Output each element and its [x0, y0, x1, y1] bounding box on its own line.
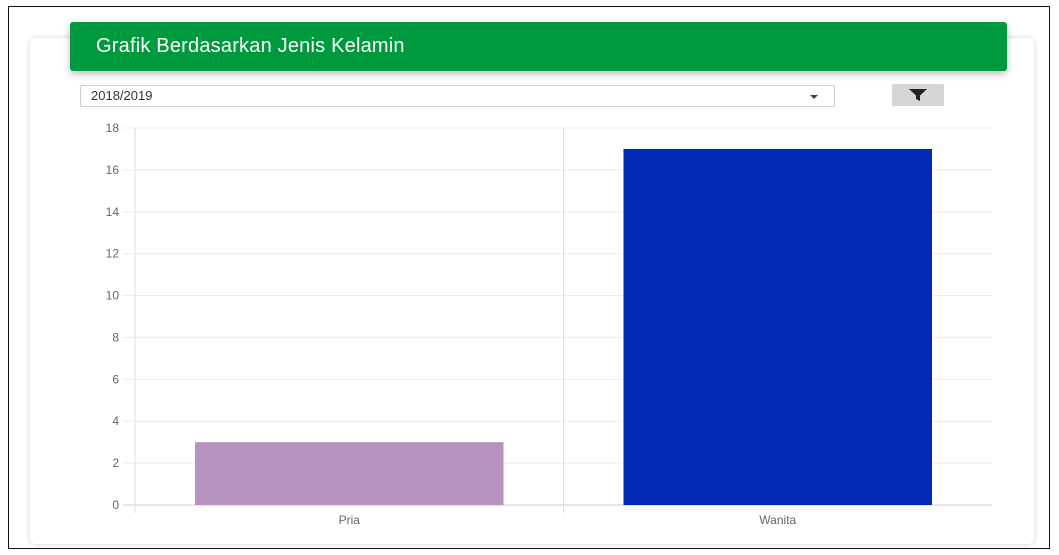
y-tick-label: 16 — [106, 163, 120, 177]
card-header-title: Grafik Berdasarkan Jenis Kelamin — [70, 22, 1007, 71]
x-tick-label: Pria — [339, 513, 361, 527]
year-select[interactable]: 2018/2019 — [80, 85, 835, 107]
bar-wanita[interactable] — [623, 148, 933, 505]
x-tick-label: Wanita — [759, 513, 796, 527]
y-tick-label: 2 — [112, 456, 119, 470]
filter-icon — [909, 89, 927, 101]
bar-pria[interactable] — [194, 442, 504, 505]
chevron-down-icon — [810, 95, 818, 99]
y-tick-label: 8 — [112, 330, 119, 344]
y-tick-label: 4 — [112, 414, 119, 428]
y-tick-label: 12 — [106, 247, 120, 261]
y-tick-label: 0 — [112, 498, 119, 512]
filter-button[interactable] — [892, 84, 944, 106]
year-select-value: 2018/2019 — [91, 88, 153, 103]
y-tick-label: 10 — [106, 289, 120, 303]
y-tick-label: 14 — [106, 205, 120, 219]
y-tick-label: 18 — [106, 121, 120, 135]
y-tick-label: 6 — [112, 372, 119, 386]
